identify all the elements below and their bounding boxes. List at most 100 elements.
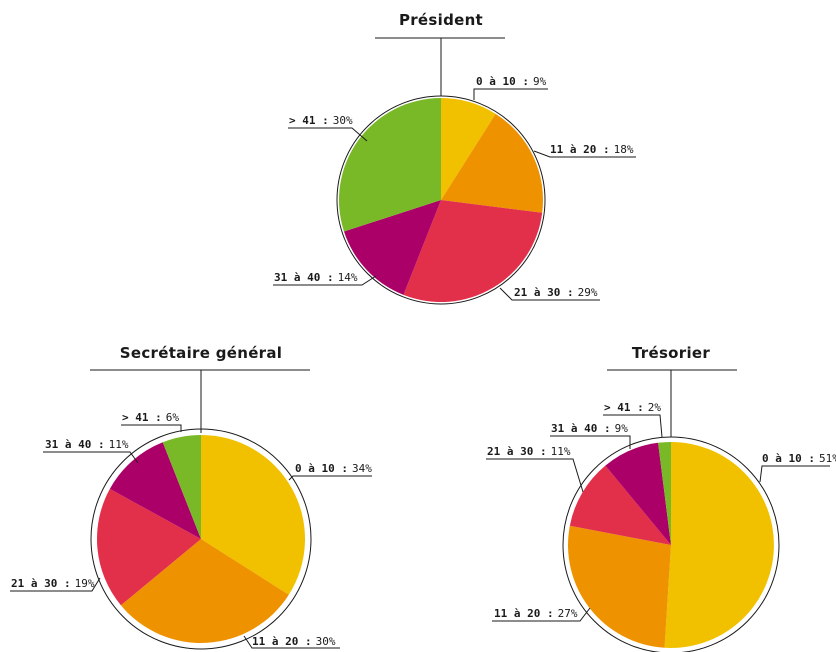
label-41-plus: > 41 : 30%	[288, 111, 368, 142]
leader-line	[550, 435, 631, 449]
svg-text:> 41 : 6%: > 41 : 6%	[122, 408, 179, 425]
label-value: 11%	[109, 438, 129, 451]
label-value: 2%	[648, 401, 662, 414]
label-category: > 41 :	[604, 401, 644, 414]
svg-text:> 41 : 30%: > 41 : 30%	[289, 111, 353, 128]
leader-line	[121, 424, 182, 432]
label-value: 19%	[75, 577, 95, 590]
pie-slices	[97, 435, 306, 643]
label-31-40: 31 à 40 : 9%	[550, 419, 631, 449]
label-value: 18%	[614, 143, 634, 156]
label-value: 29%	[578, 286, 598, 299]
leader-line	[486, 458, 584, 493]
svg-text:11 à 20 : 27%: 11 à 20 : 27%	[494, 604, 578, 621]
leader-line	[759, 465, 830, 483]
pie-slice-11-20	[567, 525, 671, 648]
pie-outline	[562, 436, 780, 652]
leader-line	[243, 635, 340, 649]
pie-outline	[90, 428, 312, 650]
label-category: 21 à 30 :	[11, 577, 71, 590]
label-31-40: 31 à 40 : 14%	[273, 268, 377, 286]
label-category: 31 à 40 :	[274, 271, 334, 284]
svg-text:21 à 30 : 19%: 21 à 30 : 19%	[11, 574, 95, 591]
label-0-10: 0 à 10 : 51%	[759, 449, 836, 483]
svg-text:> 41 : 2%: > 41 : 2%	[604, 398, 661, 415]
label-category: 21 à 30 :	[514, 286, 574, 299]
label-value: 9%	[533, 75, 547, 88]
svg-text:31 à 40 : 9%: 31 à 40 : 9%	[551, 419, 628, 436]
leader-line	[533, 150, 636, 158]
pie-slice-21-30	[569, 465, 671, 545]
label-31-40: 31 à 40 : 11%	[43, 435, 139, 464]
label-category: 11 à 20 :	[550, 143, 610, 156]
label-11-20: 11 à 20 : 18%	[533, 140, 636, 158]
pie-slices	[567, 442, 774, 648]
chart-title: Secrétaire général	[120, 344, 283, 362]
svg-text:0 à 10 : 51%: 0 à 10 : 51%	[762, 449, 836, 466]
pie-slice-11-20	[441, 113, 544, 213]
pie-outline	[336, 95, 546, 305]
chart-president: Président 0 à 10 : 9% 11 à 20 : 18% 21 à…	[273, 11, 636, 305]
label-0-10: 0 à 10 : 34%	[288, 459, 372, 481]
svg-text:0 à 10 : 9%: 0 à 10 : 9%	[476, 72, 547, 89]
label-category: 21 à 30 :	[487, 445, 547, 458]
pie-slice-31-40	[343, 200, 441, 295]
leader-line	[288, 475, 372, 481]
pie-slice-0-10	[441, 98, 496, 200]
pie-slice-31-40	[605, 442, 671, 545]
pie-slice-41	[162, 435, 201, 539]
pie-slices	[338, 97, 544, 303]
pie-slice-0-10	[201, 435, 306, 595]
svg-text:21 à 30 : 11%: 21 à 30 : 11%	[487, 442, 571, 459]
leader-line	[603, 414, 663, 438]
label-category: > 41 :	[289, 114, 329, 127]
svg-text:11 à 20 : 18%: 11 à 20 : 18%	[550, 140, 634, 157]
label-0-10: 0 à 10 : 9%	[473, 72, 548, 100]
label-41-plus: > 41 : 6%	[121, 408, 182, 432]
chart-title: Trésorier	[632, 344, 711, 362]
label-category: 11 à 20 :	[494, 607, 554, 620]
label-value: 30%	[333, 114, 353, 127]
leader-line	[288, 127, 368, 142]
leader-line	[499, 287, 600, 301]
pie-slice-31-40	[109, 442, 201, 539]
pie-slice-21-30	[97, 488, 201, 606]
chart-title: Président	[399, 11, 483, 29]
svg-text:21 à 30 : 29%: 21 à 30 : 29%	[514, 283, 598, 300]
label-category: 31 à 40 :	[551, 422, 611, 435]
leader-line	[10, 577, 101, 592]
pie-slice-41	[338, 97, 441, 232]
chart-tresorier: Trésorier 0 à 10 : 51% 11 à 20 : 27% 21 …	[486, 344, 836, 652]
label-value: 51%	[819, 452, 836, 465]
label-21-30: 21 à 30 : 11%	[486, 442, 584, 493]
label-value: 9%	[615, 422, 629, 435]
svg-text:31 à 40 : 14%: 31 à 40 : 14%	[274, 268, 358, 285]
label-value: 30%	[316, 635, 336, 648]
label-category: 0 à 10 :	[476, 75, 529, 88]
svg-text:0 à 10 : 34%: 0 à 10 : 34%	[295, 459, 372, 476]
leader-line	[273, 275, 377, 286]
pie-slice-41	[658, 442, 671, 545]
leader-line	[473, 88, 548, 100]
label-11-20: 11 à 20 : 30%	[243, 632, 340, 649]
label-value: 14%	[338, 271, 358, 284]
label-value: 6%	[166, 411, 180, 424]
leader-line	[492, 607, 591, 622]
label-41-plus: > 41 : 2%	[603, 398, 663, 438]
label-21-30: 21 à 30 : 29%	[499, 283, 600, 301]
label-value: 34%	[352, 462, 372, 475]
label-category: 11 à 20 :	[252, 635, 312, 648]
svg-text:11 à 20 : 30%: 11 à 20 : 30%	[252, 632, 336, 649]
chart-secretaire-general: Secrétaire général 0 à 10 : 34% 11 à 20 …	[10, 344, 372, 650]
label-value: 11%	[551, 445, 571, 458]
pie-slice-0-10	[664, 442, 774, 648]
pie-slice-21-30	[403, 200, 543, 303]
leader-line	[43, 451, 139, 464]
pie-slice-11-20	[120, 539, 289, 643]
label-category: > 41 :	[122, 411, 162, 424]
label-category: 0 à 10 :	[762, 452, 815, 465]
svg-text:31 à 40 : 11%: 31 à 40 : 11%	[45, 435, 129, 452]
label-value: 27%	[558, 607, 578, 620]
label-21-30: 21 à 30 : 19%	[10, 574, 101, 592]
